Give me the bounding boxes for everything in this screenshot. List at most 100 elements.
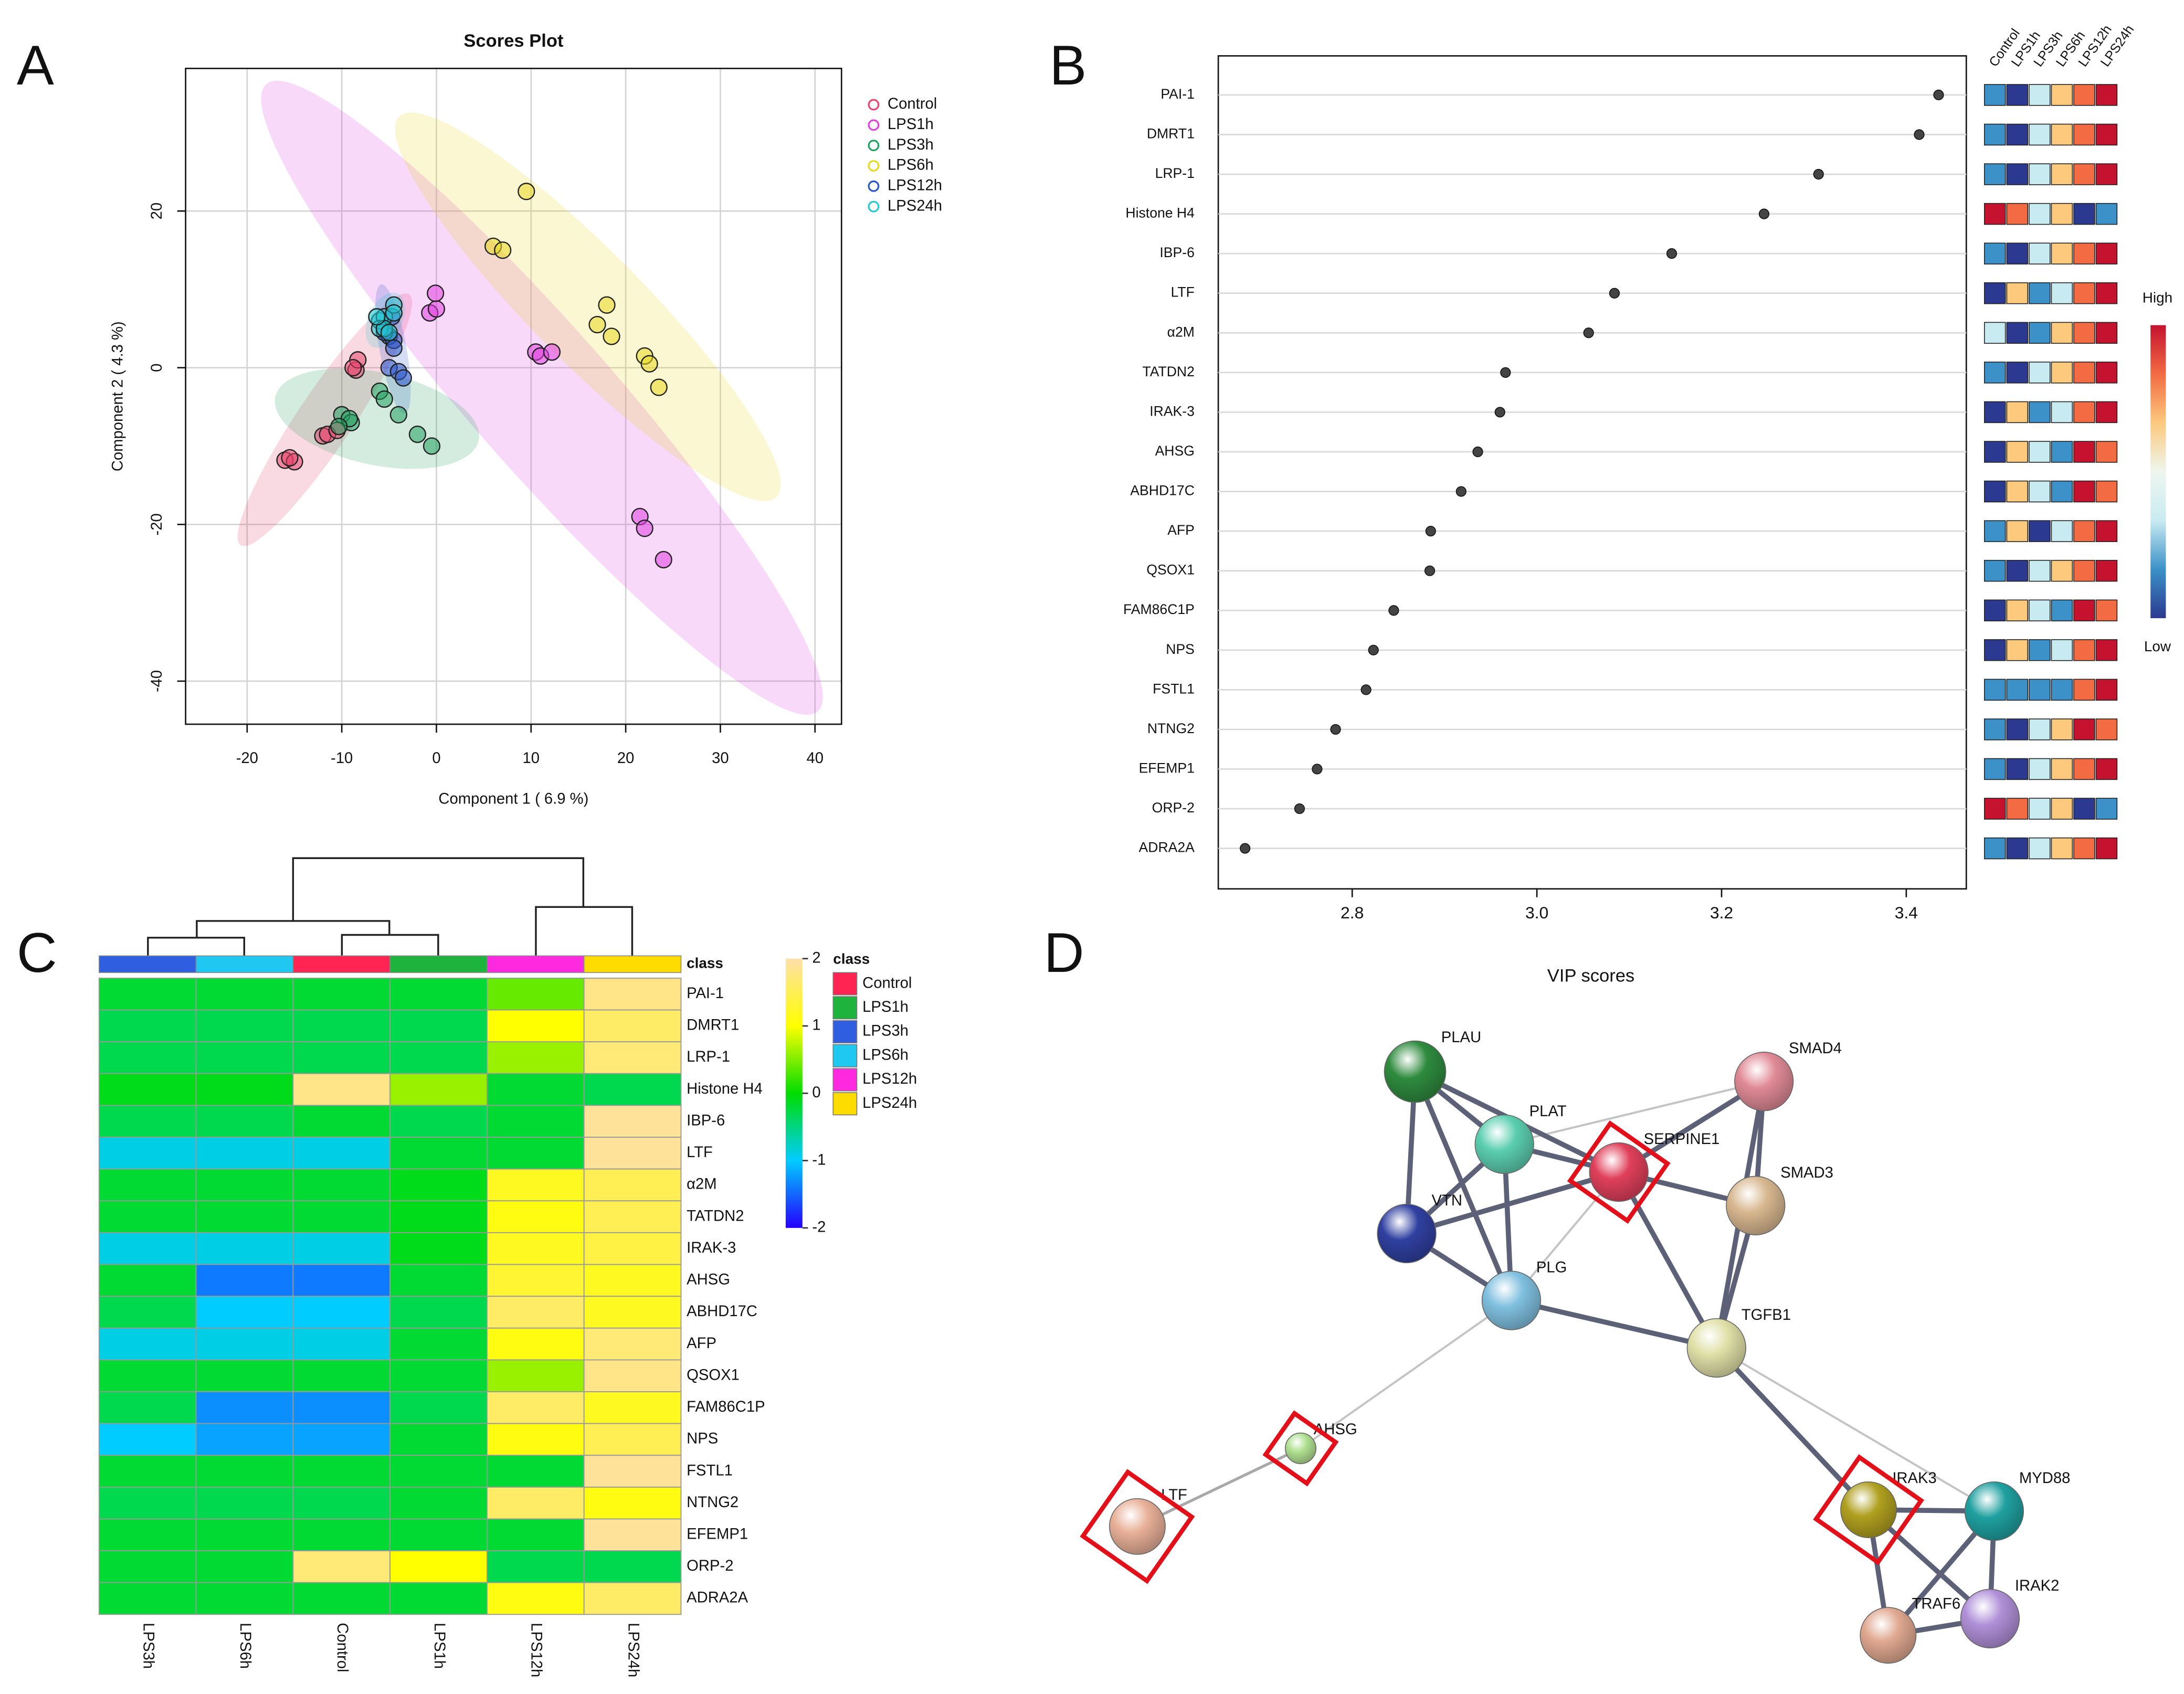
row-label: LTF <box>687 1144 713 1161</box>
heat-cell <box>195 1137 294 1170</box>
heat-cell <box>2029 798 2051 820</box>
legend-swatch <box>832 1020 858 1044</box>
heat-cell <box>486 1200 585 1233</box>
heat-cell <box>2051 322 2073 344</box>
heat-cell <box>1983 559 2006 582</box>
heat-cell <box>583 1327 682 1361</box>
row-label: QSOX1 <box>687 1367 740 1383</box>
node <box>1840 1481 1897 1538</box>
heat-cell <box>98 1486 197 1520</box>
heat-cell <box>2073 559 2095 582</box>
point <box>1609 288 1620 299</box>
heat-cell <box>2029 203 2051 225</box>
row-label: TATDN2 <box>687 1208 744 1224</box>
node <box>1964 1481 2024 1541</box>
point <box>427 284 445 302</box>
heat-cell <box>2006 758 2029 780</box>
y-tick-label: ADRA2A <box>1139 840 1195 855</box>
heat-cell <box>98 1041 197 1074</box>
y-tick-label: FAM86C1P <box>1123 601 1195 617</box>
point <box>494 241 512 259</box>
heat-cell <box>486 977 585 1011</box>
column-label: LPS3h <box>140 1623 156 1669</box>
heat-cell <box>2095 718 2118 740</box>
heat-cell <box>2006 798 2029 820</box>
heat-cell <box>292 1073 391 1106</box>
column-label: LPS6h <box>237 1623 254 1669</box>
heat-cell <box>2029 718 2051 740</box>
point <box>603 327 620 345</box>
point <box>543 343 561 361</box>
heat-cell <box>98 1105 197 1138</box>
heat-cell <box>2073 362 2095 384</box>
heat-cell <box>1983 362 2006 384</box>
heat-cell <box>2095 362 2118 384</box>
colorbar-label: High <box>2143 289 2172 305</box>
node <box>1860 1607 1917 1664</box>
legend-marker <box>868 180 880 192</box>
heat-cell <box>2051 242 2073 264</box>
colorbar-tick-label: -1 <box>812 1151 826 1168</box>
heat-cell <box>98 1455 197 1488</box>
heat-cell <box>2095 639 2118 661</box>
heat-cell <box>486 1486 585 1520</box>
heat-cell <box>292 1582 391 1615</box>
heat-cell <box>292 1423 391 1456</box>
heat-cell <box>1983 837 2006 860</box>
point <box>1472 446 1483 458</box>
edge <box>1300 1299 1512 1449</box>
x-tick-label: 2.8 <box>1341 903 1364 922</box>
heat-cell <box>2051 559 2073 582</box>
heat-cell <box>2029 163 2051 185</box>
heat-cell <box>98 1518 197 1552</box>
heat-cell <box>292 1359 391 1392</box>
heat-cell <box>2073 322 2095 344</box>
heat-cell <box>195 1264 294 1297</box>
heat-cell <box>389 1518 488 1552</box>
dendrogram <box>147 857 634 956</box>
heat-cell <box>2095 163 2118 185</box>
heat-cell <box>486 1423 585 1456</box>
heat-cell <box>389 1486 488 1520</box>
legend-label: LPS3h <box>888 136 934 153</box>
heat-cell <box>1983 84 2006 106</box>
node <box>1589 1142 1649 1202</box>
heat-cell <box>1983 798 2006 820</box>
heat-cell <box>2095 599 2118 621</box>
point <box>389 406 407 424</box>
x-tick-label: 3.4 <box>1895 903 1918 922</box>
row-label: ABHD17C <box>687 1303 757 1320</box>
y-tick-label: IBP-6 <box>1159 245 1194 260</box>
heat-cell <box>98 1264 197 1297</box>
heat-cell <box>2051 758 2073 780</box>
heat-cell <box>1983 242 2006 264</box>
heat-cell <box>389 1041 488 1074</box>
legend-label: LPS24h <box>888 197 942 214</box>
heat-cell <box>292 1518 391 1552</box>
heat-cell <box>2073 798 2095 820</box>
x-tick-label: 0 <box>432 750 440 767</box>
node-label: TRAF6 <box>1912 1595 1961 1612</box>
heat-cell <box>98 1232 197 1265</box>
legend-swatch <box>832 1092 858 1116</box>
y-tick-label: -40 <box>149 670 165 692</box>
column-label: LPS24h <box>625 1623 641 1677</box>
heat-cell <box>2006 401 2029 424</box>
point <box>518 183 535 200</box>
point <box>423 437 441 455</box>
heat-cell <box>583 1518 682 1552</box>
heat-cell <box>486 1550 585 1583</box>
legend-label: Control <box>888 96 937 112</box>
heat-cell <box>583 1359 682 1392</box>
heat-cell <box>389 977 488 1011</box>
node-label: TGFB1 <box>1742 1307 1791 1324</box>
row-label: Histone H4 <box>687 1081 763 1097</box>
legend-label: LPS24h <box>862 1095 917 1111</box>
heat-cell <box>389 1455 488 1488</box>
highlight-box <box>1080 1469 1195 1584</box>
heat-cell <box>2095 480 2118 503</box>
legend-swatch <box>832 1068 858 1092</box>
legend-marker <box>868 200 880 213</box>
point <box>1494 407 1505 418</box>
heat-cell <box>292 1391 391 1424</box>
